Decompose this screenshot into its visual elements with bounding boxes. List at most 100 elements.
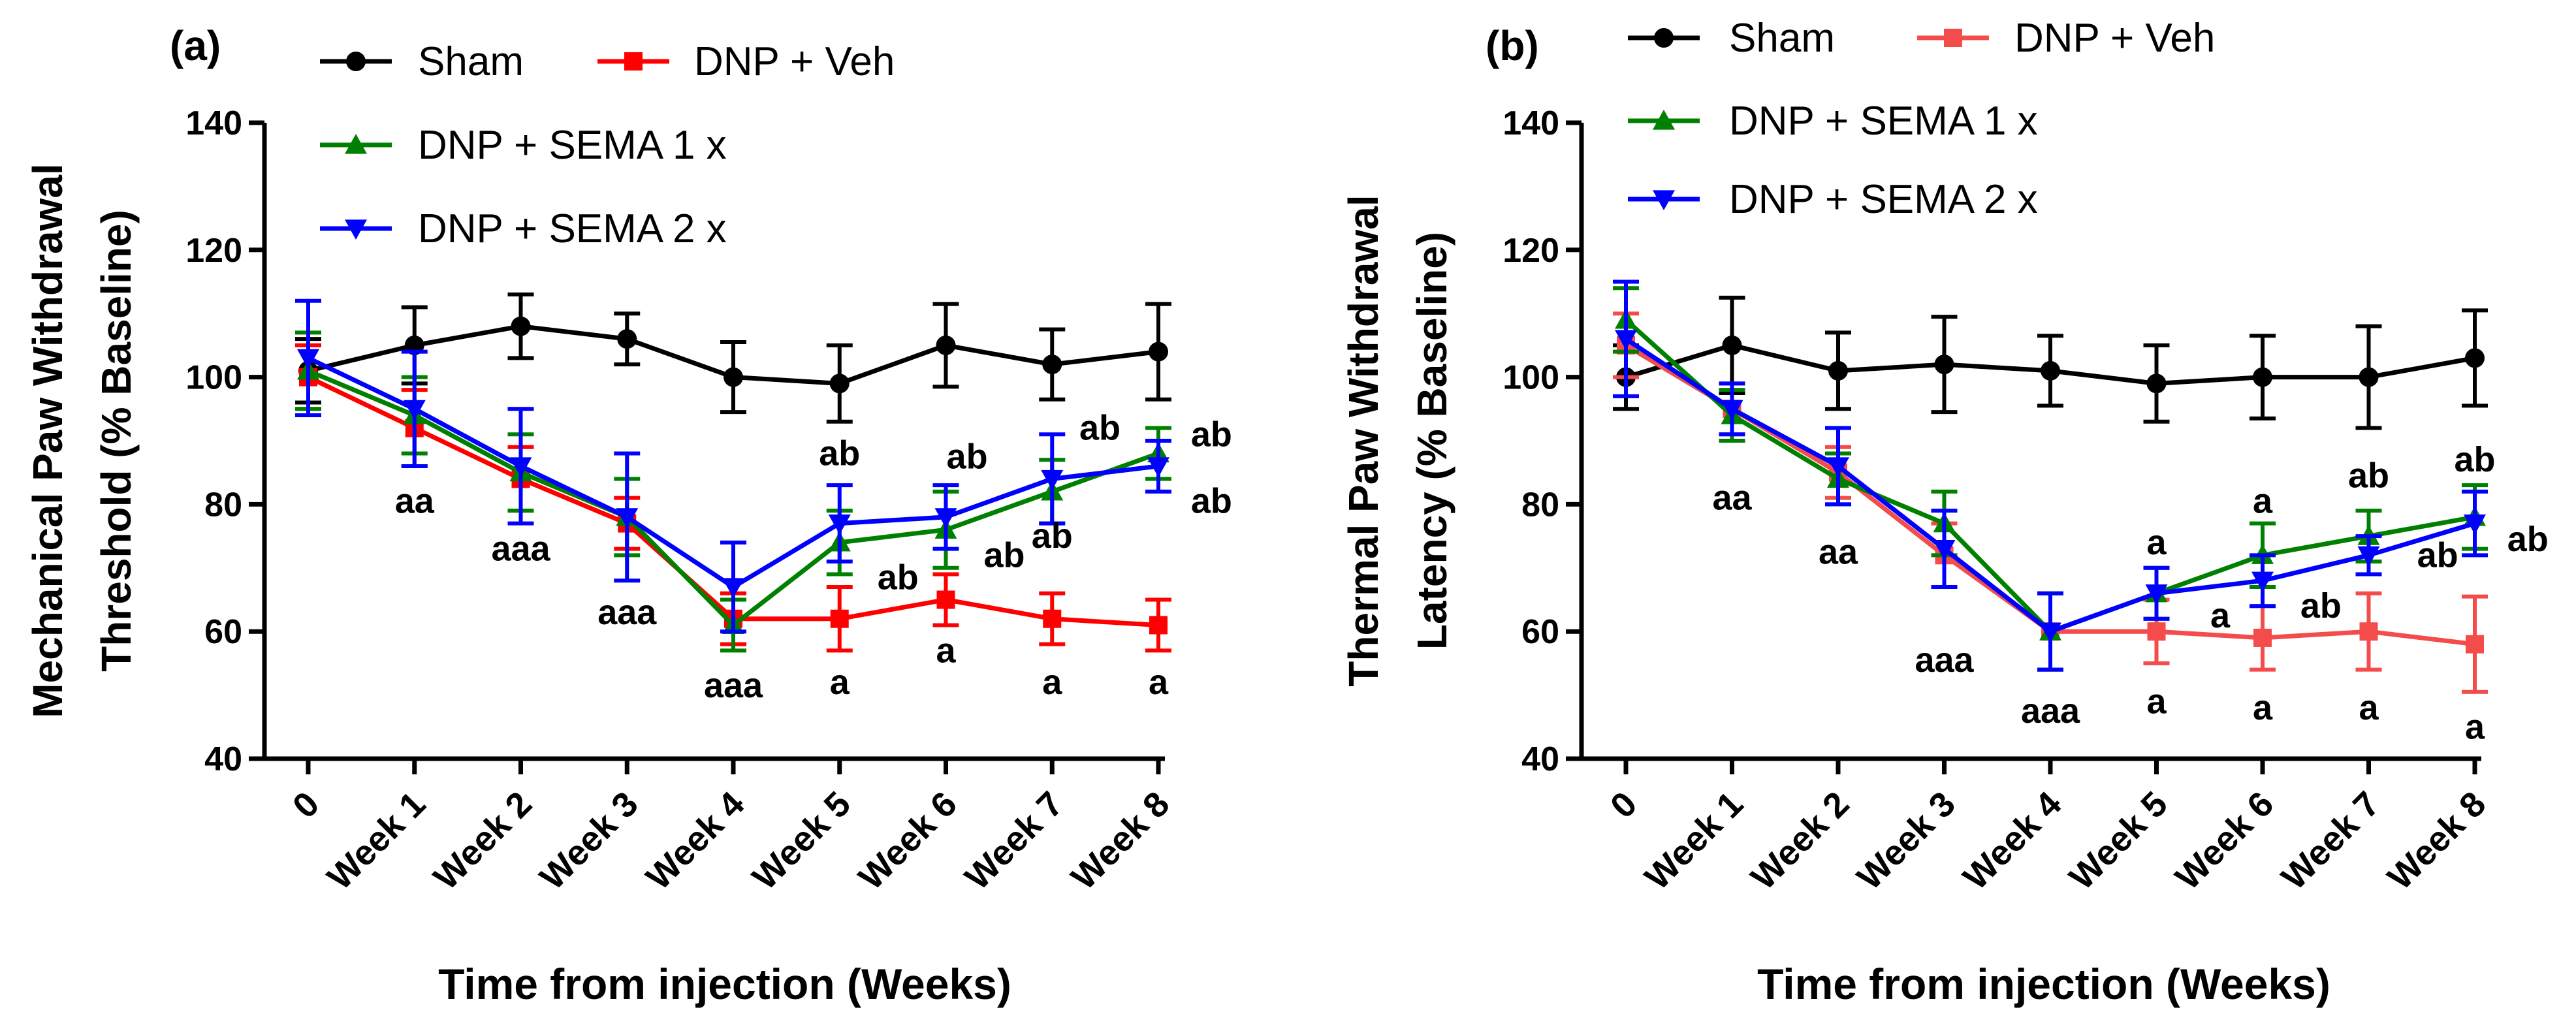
x-tick-label: Week 8 (1064, 784, 1177, 897)
y-tick-label: 100 (185, 359, 242, 397)
legend-label: DNP + SEMA 1 x (1729, 99, 2038, 144)
x-tick-label: Week 6 (2168, 784, 2281, 897)
significance-label: a (2253, 688, 2273, 727)
x-tick-label: Week 3 (1850, 784, 1963, 897)
significance-label: ab (2454, 440, 2495, 479)
legend-label: DNP + SEMA 1 x (418, 123, 727, 168)
data-point (1147, 457, 1169, 477)
significance-label: ab (2507, 520, 2549, 559)
data-point (1043, 609, 1062, 628)
series-dnp-sema-2-x (295, 298, 1171, 634)
x-tick-label: Week 4 (1956, 784, 2069, 897)
data-point (1721, 400, 1743, 420)
y-tick-label: 60 (1521, 613, 1559, 651)
x-tick-label: Week 1 (1638, 784, 1751, 897)
data-point (1615, 330, 1637, 351)
legend-label: Sham (1729, 16, 1835, 61)
y-tick-label: 100 (1503, 359, 1559, 397)
significance-label: aaa (1915, 641, 1974, 680)
legend-label: Sham (418, 39, 524, 84)
data-point (2465, 348, 2485, 368)
data-point (1149, 616, 1168, 635)
legend-item: DNP + Veh (597, 39, 895, 84)
legend-label: DNP + Veh (694, 39, 895, 84)
legend-marker (1653, 110, 1675, 130)
significance-label: ab (2300, 586, 2342, 625)
data-point (617, 329, 637, 349)
x-tick-label: Week 3 (532, 784, 645, 897)
data-point (936, 335, 956, 355)
data-point (297, 349, 319, 370)
significance-label: a (2146, 523, 2167, 562)
y-axis-title-line2: Latency (% Baseline) (1408, 232, 1455, 650)
significance-label: aa (395, 482, 435, 521)
legend-label: DNP + SEMA 2 x (418, 206, 727, 251)
data-point (828, 514, 851, 535)
significance-label: ab (1032, 516, 1073, 556)
data-point (2253, 367, 2272, 387)
legend-item: DNP + SEMA 2 x (1628, 177, 2038, 222)
data-point (1828, 360, 1848, 381)
significance-label: aa (1819, 532, 1858, 571)
legend-item: Sham (320, 39, 524, 84)
legend-item: DNP + SEMA 1 x (1628, 99, 2038, 144)
y-tick-label: 120 (1503, 232, 1559, 270)
legend-item: DNP + Veh (1917, 16, 2215, 61)
data-point (829, 373, 850, 394)
significance-label: ab (2348, 456, 2389, 496)
significance-label: ab (1079, 409, 1121, 448)
legend-item: DNP + SEMA 1 x (320, 123, 727, 168)
data-point (1827, 457, 1849, 477)
y-tick-label: 120 (185, 232, 242, 270)
data-point (2359, 622, 2378, 641)
data-point (2039, 622, 2061, 643)
significance-label: a (2253, 482, 2273, 521)
y-tick-label: 140 (1503, 104, 1559, 142)
significance-label: aaa (491, 530, 550, 569)
legend-marker (345, 134, 367, 154)
significance-label: aaa (597, 593, 657, 632)
significance-label: aa (1712, 479, 1752, 518)
data-point (403, 400, 426, 420)
y-tick-label: 40 (1521, 740, 1559, 778)
x-tick-label: Week 5 (745, 784, 858, 897)
legend-item: Sham (1628, 16, 1835, 61)
data-point (2145, 584, 2168, 605)
significance-label: a (1042, 663, 1062, 702)
data-point (2041, 360, 2060, 381)
legend-marker (1944, 29, 1962, 47)
significance-label: aaa (704, 666, 763, 705)
legend-marker (624, 52, 643, 71)
data-point (2251, 571, 2274, 592)
data-point (2147, 622, 2166, 641)
significance-label: a (936, 631, 956, 670)
y-tick-label: 80 (204, 486, 242, 524)
x-tick-label: 0 (285, 784, 327, 826)
y-axis-title-line1: Mechanical Paw Withdrawal (24, 163, 71, 718)
data-point (2464, 514, 2486, 535)
data-point (934, 508, 957, 528)
legend-marker (1653, 190, 1675, 210)
legend-marker (346, 52, 366, 71)
series-sham (1613, 295, 2488, 430)
legend-label: DNP + SEMA 2 x (1729, 177, 2038, 222)
data-point (511, 316, 531, 336)
significance-label: ab (1191, 415, 1232, 454)
y-axis-title-line1: Thermal Paw Withdrawal (1340, 195, 1387, 686)
significance-label: a (1149, 663, 1169, 702)
data-point (509, 457, 532, 477)
data-point (2466, 635, 2484, 654)
data-point (2359, 367, 2379, 387)
significance-label: ab (1191, 482, 1232, 521)
significance-label: ab (2417, 535, 2458, 575)
y-tick-label: 60 (204, 613, 242, 651)
data-point (722, 578, 744, 599)
data-point (724, 367, 743, 387)
data-point (2146, 373, 2167, 394)
y-tick-label: 140 (185, 104, 242, 142)
data-point (2357, 546, 2380, 567)
panel-label: (b) (1486, 22, 1539, 69)
series-dnp-sema-2-x (1613, 279, 2488, 672)
